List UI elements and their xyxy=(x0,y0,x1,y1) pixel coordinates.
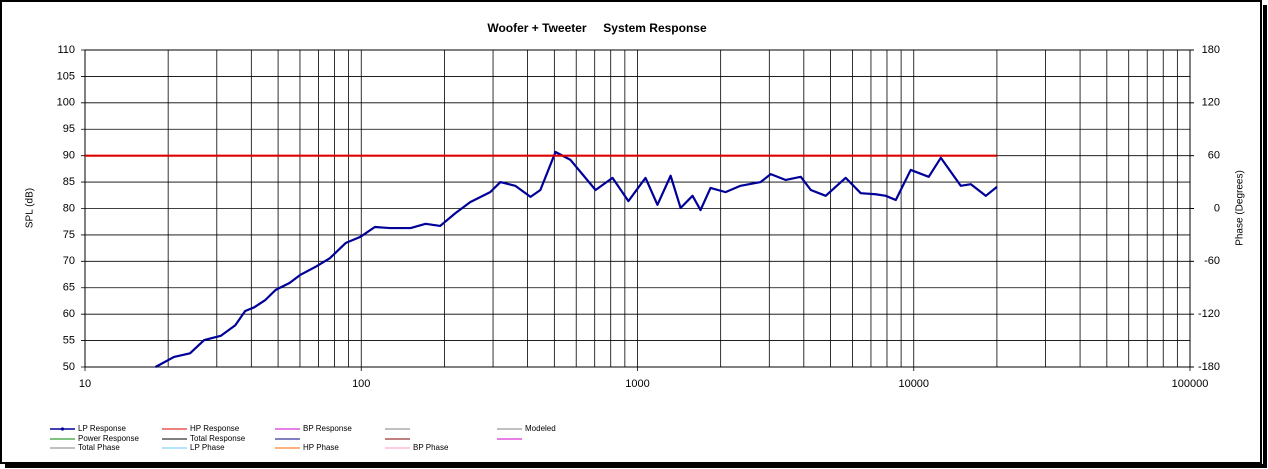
y-tick-label: 80 xyxy=(63,202,75,214)
series-line xyxy=(154,150,998,368)
y-tick-label: 55 xyxy=(63,334,75,346)
y-tick-label: 70 xyxy=(63,255,75,267)
y-tick-label: 90 xyxy=(63,150,75,162)
legend-blanks xyxy=(275,428,522,440)
y-tick-label: 75 xyxy=(63,229,75,241)
y2-tick-label: 0 xyxy=(1214,202,1220,214)
y-tick-label: 110 xyxy=(57,44,75,56)
y2-tick-label: 180 xyxy=(1202,44,1220,56)
y2-tick-label: -60 xyxy=(1204,255,1220,267)
legend-label: LP Phase xyxy=(190,443,225,452)
y-tick-label: 100 xyxy=(57,97,75,109)
legend-label: HP Phase xyxy=(303,443,339,452)
legend-label: Total Response xyxy=(190,434,246,443)
chart-title: Woofer + Tweeter System Response xyxy=(487,21,707,35)
x-tick-label: 10000 xyxy=(898,378,929,390)
legend-label: BP Response xyxy=(303,424,352,433)
y-tick-label: 65 xyxy=(63,282,75,294)
legend-label: Total Phase xyxy=(78,443,120,452)
y2-tick-label: 60 xyxy=(1208,150,1220,162)
plot-border xyxy=(84,49,1191,368)
y2-tick-label: -120 xyxy=(1198,308,1220,320)
legend-label: LP Response xyxy=(78,424,126,433)
y2-axis-label: Phase (Degrees) xyxy=(1235,170,1246,246)
x-tick-label: 1000 xyxy=(625,378,649,390)
x-tick-label: 10 xyxy=(79,378,91,390)
legend-label: Modeled xyxy=(525,424,556,433)
y2-tick-label: 120 xyxy=(1202,97,1220,109)
shadow xyxy=(1263,5,1267,465)
legend-label: HP Response xyxy=(190,424,240,433)
y-tick-label: 60 xyxy=(63,308,75,320)
y-tick-label: 105 xyxy=(57,70,75,82)
y-tick-label: 50 xyxy=(63,361,75,373)
y2-tick-label: -180 xyxy=(1198,361,1220,373)
x-tick-label: 100 xyxy=(352,378,370,390)
legend-label: BP Phase xyxy=(413,443,449,452)
y-tick-label: 85 xyxy=(63,176,75,188)
legend-label: Power Response xyxy=(78,434,139,443)
shadow xyxy=(5,464,1267,468)
x-tick-label: 100000 xyxy=(1172,378,1209,390)
legend-marker xyxy=(60,427,65,431)
y-tick-label: 95 xyxy=(63,123,75,135)
y-axis-label: SPL (dB) xyxy=(25,188,36,228)
